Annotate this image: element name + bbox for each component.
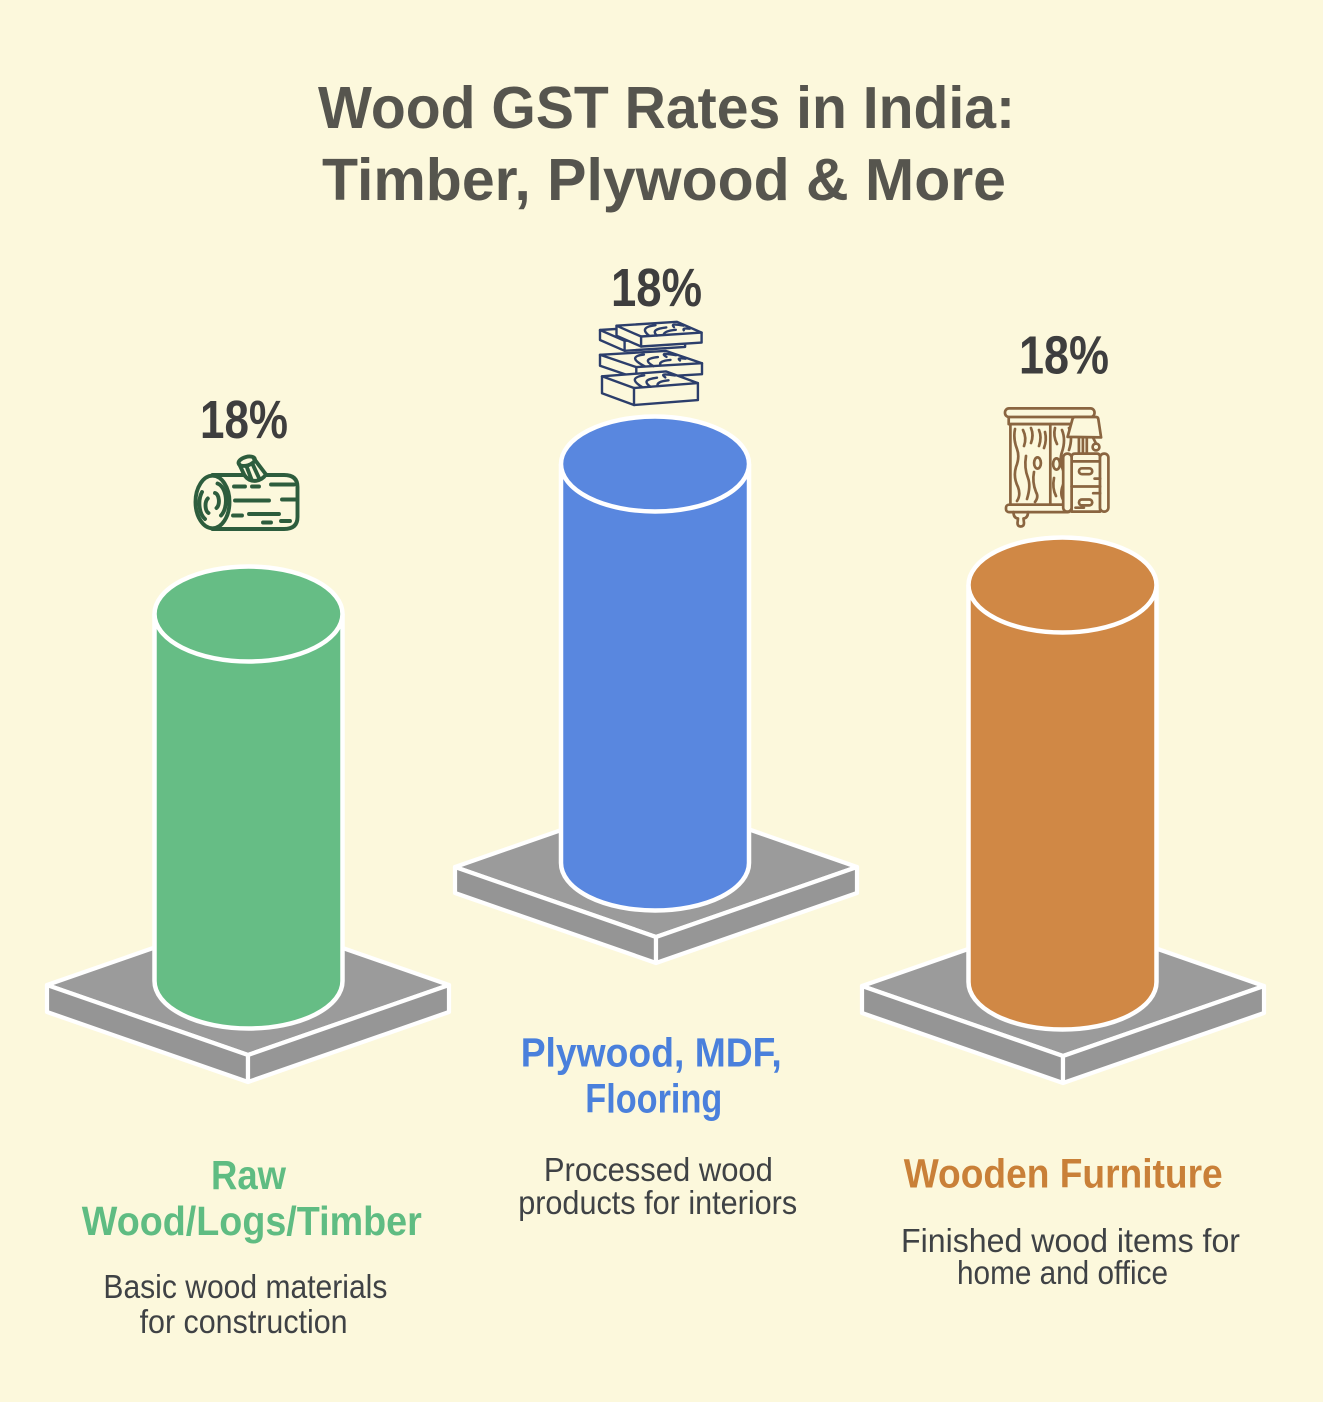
svg-text:18%: 18% <box>200 390 288 450</box>
svg-text:18%: 18% <box>1019 326 1109 386</box>
svg-text:products for interiors: products for interiors <box>518 1184 797 1221</box>
svg-text:Flooring: Flooring <box>585 1076 722 1122</box>
svg-text:Wood/Logs/Timber: Wood/Logs/Timber <box>82 1198 422 1244</box>
svg-text:Basic wood materials: Basic wood materials <box>103 1268 387 1305</box>
svg-text:Timber, Plywood & More: Timber, Plywood & More <box>322 147 1006 213</box>
svg-text:Raw: Raw <box>211 1152 286 1198</box>
svg-text:Finished wood items for: Finished wood items for <box>901 1222 1240 1259</box>
svg-text:Processed wood: Processed wood <box>544 1151 773 1188</box>
svg-text:Wood GST Rates in India:: Wood GST Rates in India: <box>318 75 1015 141</box>
svg-text:for construction: for construction <box>140 1303 348 1340</box>
svg-text:18%: 18% <box>611 258 702 318</box>
svg-text:home and office: home and office <box>957 1254 1168 1291</box>
svg-text:Plywood, MDF,: Plywood, MDF, <box>521 1029 782 1075</box>
svg-text:Wooden Furniture: Wooden Furniture <box>904 1151 1223 1197</box>
